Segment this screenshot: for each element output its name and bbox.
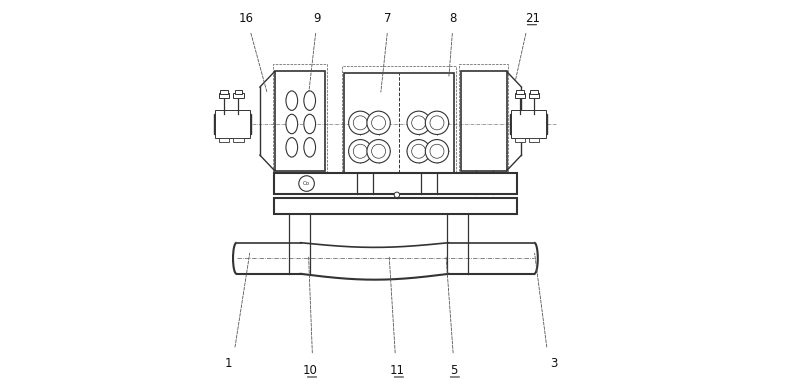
Text: 11: 11 bbox=[390, 364, 404, 377]
Bar bbox=[530, 138, 539, 142]
Ellipse shape bbox=[304, 114, 315, 134]
Bar bbox=[461, 71, 506, 171]
Text: 21: 21 bbox=[525, 13, 540, 25]
Bar bbox=[342, 66, 456, 180]
Circle shape bbox=[412, 116, 426, 130]
Bar bbox=[515, 138, 525, 142]
Circle shape bbox=[412, 144, 426, 158]
Text: 8: 8 bbox=[449, 13, 456, 25]
Bar bbox=[214, 114, 251, 134]
Bar bbox=[234, 93, 243, 98]
Bar bbox=[234, 138, 243, 142]
Bar bbox=[234, 90, 242, 94]
Circle shape bbox=[299, 176, 314, 191]
Ellipse shape bbox=[286, 114, 298, 134]
Bar bbox=[516, 90, 524, 94]
Text: 10: 10 bbox=[302, 364, 317, 377]
Text: 5: 5 bbox=[450, 364, 457, 377]
Bar bbox=[274, 71, 326, 171]
Bar bbox=[530, 93, 539, 98]
Text: 7: 7 bbox=[384, 13, 391, 25]
Circle shape bbox=[367, 111, 390, 134]
Bar bbox=[510, 114, 546, 134]
Text: 1: 1 bbox=[224, 357, 232, 370]
Circle shape bbox=[394, 192, 400, 198]
Bar bbox=[273, 64, 327, 178]
Circle shape bbox=[426, 140, 449, 163]
Bar bbox=[219, 138, 229, 142]
Circle shape bbox=[407, 140, 430, 163]
Bar bbox=[530, 90, 538, 94]
Ellipse shape bbox=[304, 138, 315, 157]
Circle shape bbox=[407, 111, 430, 134]
Circle shape bbox=[430, 144, 444, 158]
Ellipse shape bbox=[286, 91, 298, 111]
Text: 16: 16 bbox=[238, 13, 254, 25]
Circle shape bbox=[349, 140, 372, 163]
Text: 9: 9 bbox=[314, 13, 322, 25]
Bar bbox=[219, 93, 229, 98]
Bar bbox=[274, 198, 517, 214]
Circle shape bbox=[354, 144, 367, 158]
Bar bbox=[459, 64, 508, 178]
Bar bbox=[510, 110, 546, 138]
Circle shape bbox=[430, 116, 444, 130]
Circle shape bbox=[349, 111, 372, 134]
Text: Co: Co bbox=[303, 181, 310, 186]
Bar bbox=[343, 73, 454, 172]
Circle shape bbox=[354, 116, 367, 130]
Ellipse shape bbox=[286, 138, 298, 157]
Circle shape bbox=[426, 111, 449, 134]
Ellipse shape bbox=[304, 91, 315, 111]
Bar bbox=[214, 110, 250, 138]
Circle shape bbox=[367, 140, 390, 163]
Bar bbox=[274, 172, 517, 194]
Circle shape bbox=[371, 116, 386, 130]
Text: 3: 3 bbox=[550, 357, 558, 370]
Bar bbox=[220, 90, 228, 94]
Circle shape bbox=[371, 144, 386, 158]
Bar bbox=[515, 93, 525, 98]
